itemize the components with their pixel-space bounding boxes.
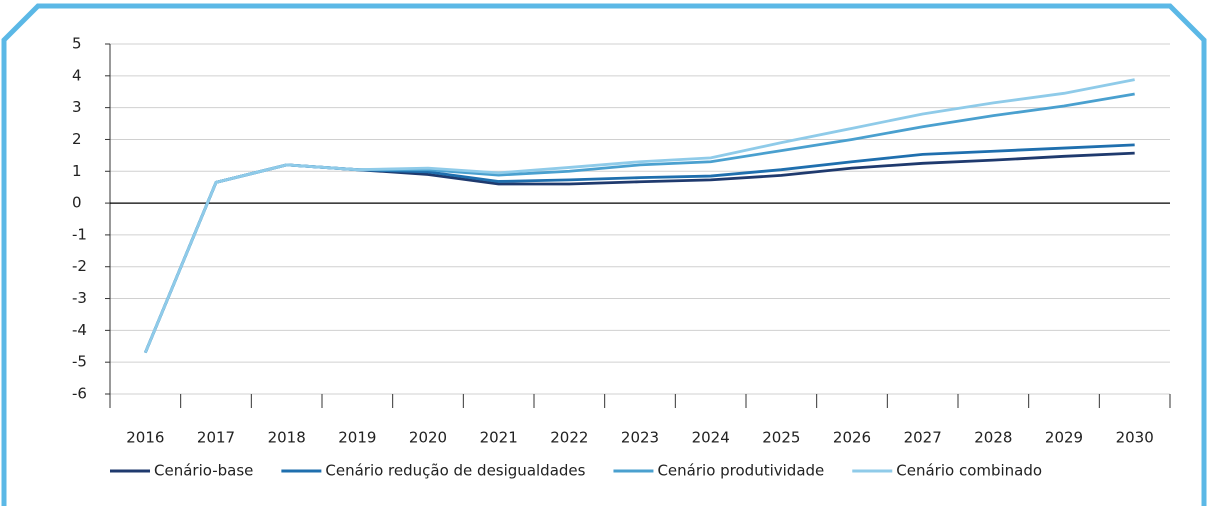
x-tick-label: 2019 [338,429,376,447]
x-tick-label: 2017 [197,429,235,447]
series-line [144,78,1135,354]
y-tick-label: -1 [72,225,87,243]
y-tick-label: -6 [72,385,87,403]
x-tick-label: 2020 [409,429,447,447]
x-tick-label: 2029 [1045,429,1083,447]
y-tick-label: 3 [72,98,82,116]
x-tick-label: 2026 [833,429,871,447]
legend-label: Cenário redução de desigualdades [325,462,585,480]
x-tick-label: 2016 [126,429,164,447]
legend-label: Cenário combinado [896,462,1042,480]
frame [1,3,1207,506]
y-tick-label: -3 [72,289,87,307]
y-tick-label: -2 [72,257,87,275]
x-tick-label: 2023 [621,429,659,447]
x-tick-label: 2024 [692,429,730,447]
series-line [144,92,1135,354]
legend-label: Cenário produtividade [657,462,824,480]
y-tick-label: -5 [72,353,87,371]
series-line [144,143,1135,354]
y-tick-label: 1 [72,162,82,180]
x-tick-label: 2025 [762,429,800,447]
legend-label: Cenário-base [154,462,253,480]
x-tick-label: 2030 [1116,429,1154,447]
y-tick-label: 5 [72,35,82,53]
y-tick-label: 4 [72,66,82,84]
x-tick-label: 2028 [974,429,1012,447]
x-tick-label: 2027 [904,429,942,447]
x-tick-label: 2021 [480,429,518,447]
y-tick-label: 2 [72,130,82,148]
x-tick-label: 2018 [268,429,306,447]
x-tick-label: 2022 [550,429,588,447]
y-tick-label: 0 [72,194,82,212]
series-line [144,151,1135,354]
y-tick-label: -4 [72,321,87,339]
